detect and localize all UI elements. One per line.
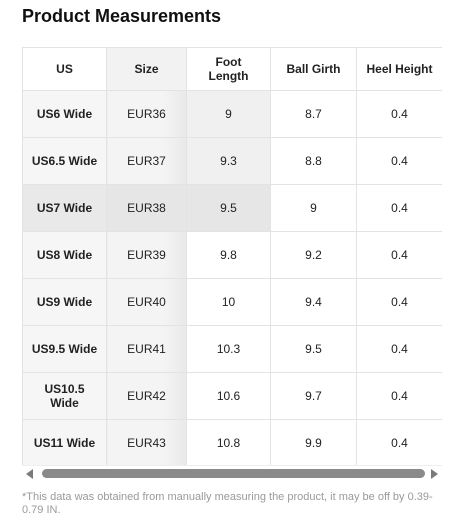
cell-foot-length: 10.6 — [186, 372, 271, 420]
cell-heel-height: 0.4 — [356, 90, 442, 138]
table-row: US8 Wide EUR39 9.8 9.2 0.4 — [22, 231, 442, 279]
cell-size: EUR43 — [106, 419, 187, 465]
cell-ball-girth: 9.5 — [270, 325, 357, 373]
cell-foot-length: 9.8 — [186, 231, 271, 279]
table-header-row: US Size Foot Length Ball Girth Heel Heig… — [22, 47, 442, 91]
table-row: US11 Wide EUR43 10.8 9.9 0.4 — [22, 419, 442, 465]
scroll-left-arrow-icon[interactable] — [26, 469, 33, 479]
cell-us: US10.5 Wide — [22, 372, 107, 420]
cell-ball-girth: 8.8 — [270, 137, 357, 185]
cell-heel-height: 0.4 — [356, 278, 442, 326]
table-row: US6 Wide EUR36 9 8.7 0.4 — [22, 90, 442, 138]
measurement-disclaimer: *This data was obtained from manually me… — [22, 491, 433, 516]
page-title: Product Measurements — [22, 6, 222, 26]
cell-foot-length: 10.8 — [186, 419, 271, 465]
cell-us: US8 Wide — [22, 231, 107, 279]
scrollbar-thumb[interactable] — [42, 469, 425, 478]
cell-heel-height: 0.4 — [356, 419, 442, 465]
cell-ball-girth: 9.4 — [270, 278, 357, 326]
cell-us: US9.5 Wide — [22, 325, 107, 373]
cell-us: US7 Wide — [22, 184, 107, 232]
cell-ball-girth: 9.7 — [270, 372, 357, 420]
cell-size: EUR38 — [106, 184, 187, 232]
measurements-table-container[interactable]: US Size Foot Length Ball Girth Heel Heig… — [22, 47, 442, 465]
cell-us: US6.5 Wide — [22, 137, 107, 185]
table-row: US10.5 Wide EUR42 10.6 9.7 0.4 — [22, 372, 442, 420]
header-us: US — [22, 47, 107, 91]
cell-ball-girth: 8.7 — [270, 90, 357, 138]
cell-size: EUR37 — [106, 137, 187, 185]
header-ball-girth: Ball Girth — [270, 47, 357, 91]
table-row: US7 Wide EUR38 9.5 9 0.4 — [22, 184, 442, 232]
cell-us: US9 Wide — [22, 278, 107, 326]
cell-size: EUR41 — [106, 325, 187, 373]
header-heel-height: Heel Height — [356, 47, 442, 91]
cell-heel-height: 0.4 — [356, 137, 442, 185]
cell-size: EUR39 — [106, 231, 187, 279]
cell-foot-length: 10.3 — [186, 325, 271, 373]
cell-foot-length: 9.5 — [186, 184, 271, 232]
cell-size: EUR42 — [106, 372, 187, 420]
cell-ball-girth: 9 — [270, 184, 357, 232]
cell-heel-height: 0.4 — [356, 231, 442, 279]
cell-heel-height: 0.4 — [356, 325, 442, 373]
cell-foot-length: 10 — [186, 278, 271, 326]
cell-us: US6 Wide — [22, 90, 107, 138]
header-foot-length: Foot Length — [186, 47, 271, 91]
cell-heel-height: 0.4 — [356, 372, 442, 420]
header-size: Size — [106, 47, 187, 91]
cell-ball-girth: 9.9 — [270, 419, 357, 465]
cell-heel-height: 0.4 — [356, 184, 442, 232]
table-row: US9.5 Wide EUR41 10.3 9.5 0.4 — [22, 325, 442, 373]
table-row: US6.5 Wide EUR37 9.3 8.8 0.4 — [22, 137, 442, 185]
cell-foot-length: 9 — [186, 90, 271, 138]
table-row: US9 Wide EUR40 10 9.4 0.4 — [22, 278, 442, 326]
cell-foot-length: 9.3 — [186, 137, 271, 185]
measurements-table: US Size Foot Length Ball Girth Heel Heig… — [22, 47, 442, 465]
cell-ball-girth: 9.2 — [270, 231, 357, 279]
scroll-right-arrow-icon[interactable] — [431, 469, 438, 479]
cell-size: EUR40 — [106, 278, 187, 326]
horizontal-scrollbar[interactable] — [22, 465, 442, 481]
cell-size: EUR36 — [106, 90, 187, 138]
cell-us: US11 Wide — [22, 419, 107, 465]
